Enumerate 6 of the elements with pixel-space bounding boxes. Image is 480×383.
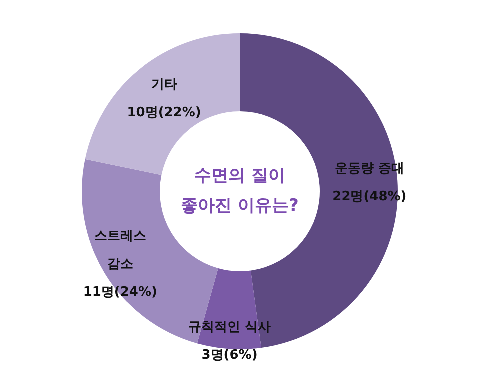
data-label: 10명(22%) [127, 105, 202, 120]
slice-label: 스트레스 감소 [94, 229, 146, 272]
slice-label: 규칙적인 식사 [188, 320, 272, 336]
slice-label: 기타 [151, 77, 178, 92]
data-label: 3명(6%) [202, 348, 258, 364]
text: 수면의 질이 좋아진 이유는? [181, 166, 299, 216]
